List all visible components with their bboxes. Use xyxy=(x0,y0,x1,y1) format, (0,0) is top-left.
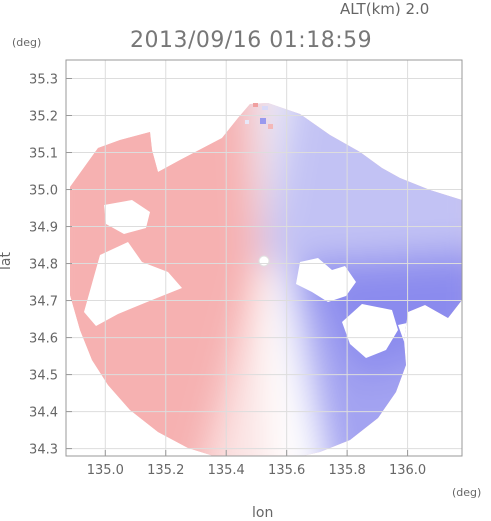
radar-site-marker xyxy=(258,255,270,267)
y-tick-label: 35.3 xyxy=(29,73,58,88)
y-unit-label: (deg) xyxy=(12,36,42,49)
x-tick-label: 135.8 xyxy=(329,463,366,478)
x-unit-label: (deg) xyxy=(452,486,482,499)
x-tick-label: 136.0 xyxy=(389,463,426,478)
y-tick-label: 35.2 xyxy=(29,110,58,125)
plot-frame xyxy=(65,59,463,457)
x-tick-label: 135.0 xyxy=(87,463,124,478)
x-tick-label: 135.6 xyxy=(268,463,305,478)
y-tick-label: 34.7 xyxy=(29,295,58,310)
y-tick-label: 35.0 xyxy=(29,184,58,199)
x-tick-label: 135.4 xyxy=(208,463,245,478)
scattered-echoes xyxy=(245,103,273,129)
y-tick-label: 34.6 xyxy=(29,332,58,347)
x-tick-label: 135.2 xyxy=(147,463,184,478)
y-tick-label: 34.9 xyxy=(29,221,58,236)
y-tick-label: 34.3 xyxy=(29,443,58,458)
chart-title: 2013/09/16 01:18:59 xyxy=(130,28,373,53)
x-axis-ticks: 135.0 135.2 135.4 135.6 135.8 136.0 xyxy=(87,450,426,478)
altitude-label: ALT(km) 2.0 xyxy=(340,0,430,18)
y-tick-label: 34.4 xyxy=(29,406,58,421)
x-axis-label: lon xyxy=(252,505,274,521)
y-axis-ticks: 34.3 34.4 34.5 34.6 34.7 34.8 34.9 35.0 35.1 35.2… xyxy=(29,73,72,458)
velocity-field xyxy=(70,103,462,456)
y-tick-label: 34.5 xyxy=(29,369,58,384)
y-axis-label: lat xyxy=(0,252,14,270)
y-tick-label: 35.1 xyxy=(29,147,58,162)
y-tick-label: 34.8 xyxy=(29,258,58,273)
grid-lines xyxy=(66,60,462,456)
